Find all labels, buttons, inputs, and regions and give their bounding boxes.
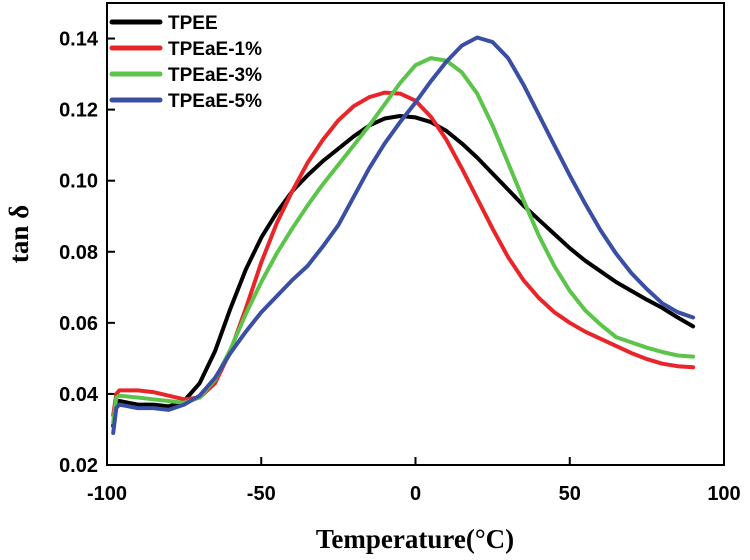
x-tick-label: 0 (410, 483, 421, 505)
y-tick-label: 0.02 (59, 455, 98, 477)
y-axis-ticks: 0.02 0.04 0.06 0.08 0.10 0.12 0.14 (59, 29, 115, 477)
x-tick-label: -50 (247, 483, 276, 505)
y-tick-label: 0.04 (59, 384, 99, 406)
legend-label: TPEaE-5% (168, 91, 262, 112)
series-lines (111, 35, 696, 435)
y-tick-label: 0.10 (59, 171, 98, 193)
y-tick-label: 0.06 (59, 313, 98, 335)
x-tick-label: 50 (559, 483, 581, 505)
x-tick-label: 100 (707, 483, 740, 505)
series-line-tpeae-1- (111, 90, 696, 418)
legend-label: TPEaE-1% (168, 39, 262, 60)
x-axis-title: Temperature(°C) (316, 524, 514, 554)
y-axis-title: tan δ (4, 205, 34, 263)
series-line-tpee (111, 114, 696, 428)
legend-label: TPEE (168, 13, 218, 34)
legend: TPEE TPEaE-1% TPEaE-3% TPEaE-5% (109, 13, 262, 112)
legend-label: TPEaE-3% (168, 65, 262, 86)
y-tick-label: 0.08 (59, 242, 98, 264)
x-axis-ticks: -100 -50 0 50 100 (87, 457, 741, 505)
y-tick-label: 0.14 (59, 29, 99, 51)
x-tick-label: -100 (87, 483, 127, 505)
y-tick-label: 0.12 (59, 100, 98, 122)
series-line-tpeae-5- (111, 35, 696, 435)
